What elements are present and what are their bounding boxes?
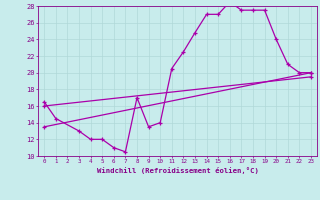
X-axis label: Windchill (Refroidissement éolien,°C): Windchill (Refroidissement éolien,°C)	[97, 167, 259, 174]
